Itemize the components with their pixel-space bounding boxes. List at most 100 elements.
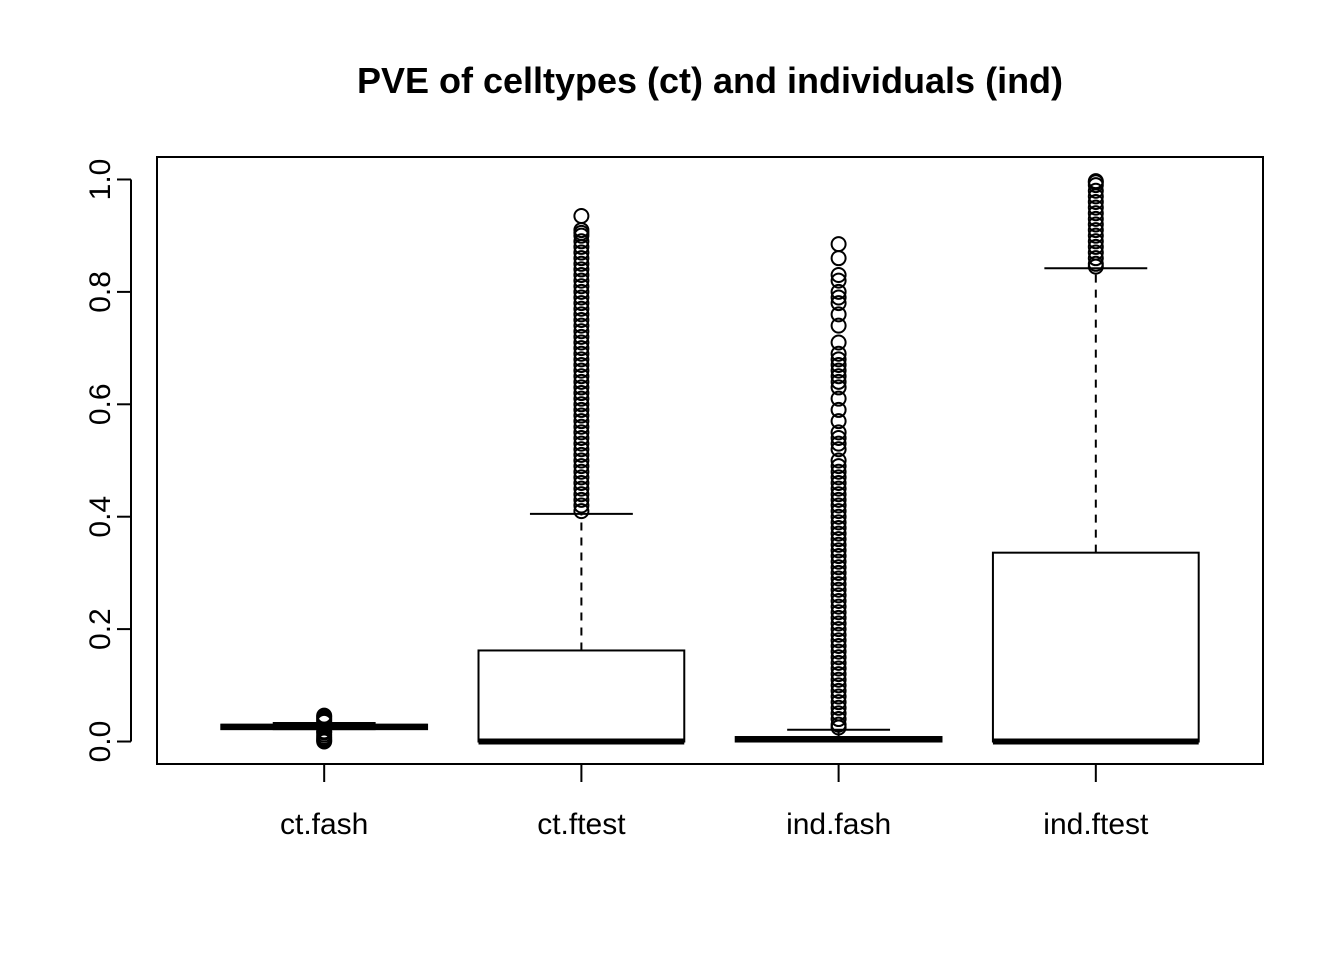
outlier-point	[830, 458, 847, 475]
outlier-point	[1087, 193, 1104, 210]
outlier-point	[573, 441, 590, 458]
outlier-point	[830, 593, 847, 610]
outlier-point	[830, 272, 847, 289]
outlier-point	[830, 649, 847, 666]
outlier-point	[573, 390, 590, 407]
outlier-point	[573, 401, 590, 418]
outlier-point	[830, 356, 847, 373]
outlier-point	[830, 362, 847, 379]
outlier-point	[573, 446, 590, 463]
outlier-point	[1087, 210, 1104, 227]
x-tick-label: ind.ftest	[1043, 808, 1149, 841]
outlier-point	[573, 424, 590, 441]
outlier-point	[830, 564, 847, 581]
outlier-point	[573, 340, 590, 357]
x-axis: ct.fash ct.ftest ind.fash ind.ftest	[280, 764, 1149, 841]
y-tick-label: 0.0	[84, 721, 117, 763]
outlier-point	[830, 267, 847, 284]
outlier-point	[830, 576, 847, 593]
outlier-point	[573, 356, 590, 373]
outlier-point	[830, 424, 847, 441]
outlier-point	[1087, 233, 1104, 250]
outlier-point	[573, 486, 590, 503]
outlier-point	[830, 317, 847, 334]
outlier-point	[573, 379, 590, 396]
outlier-point	[573, 272, 590, 289]
outlier-point	[830, 609, 847, 626]
outlier-point	[573, 250, 590, 267]
chart-title: PVE of celltypes (ct) and individuals (i…	[357, 60, 1063, 101]
outlier-point	[830, 441, 847, 458]
outlier-point	[573, 407, 590, 424]
outlier-point	[830, 435, 847, 452]
outlier-point	[830, 699, 847, 716]
outlier-point	[573, 295, 590, 312]
outlier-point	[573, 328, 590, 345]
plot-frame	[156, 156, 1264, 765]
outlier-point	[573, 413, 590, 430]
y-tick-label: 1.0	[84, 159, 117, 201]
outlier-point	[1087, 222, 1104, 239]
outlier-point	[573, 368, 590, 385]
x-tick-label: ind.fash	[786, 808, 891, 841]
outlier-point	[573, 278, 590, 295]
outlier-point	[573, 497, 590, 514]
outlier-point	[573, 396, 590, 413]
outlier-point	[573, 283, 590, 300]
outlier-point	[830, 390, 847, 407]
y-tick-label: 0.2	[84, 608, 117, 650]
outlier-point	[830, 660, 847, 677]
outlier-point	[830, 632, 847, 649]
y-axis: 0.0 0.2 0.4 0.6 0.8 1.0	[84, 159, 132, 763]
outlier-point	[830, 491, 847, 508]
iqr-box	[477, 649, 686, 743]
outlier-point	[830, 626, 847, 643]
outlier-point	[830, 604, 847, 621]
outlier-point	[830, 368, 847, 385]
outlier-point	[1087, 205, 1104, 222]
outlier-point	[573, 435, 590, 452]
outlier-point	[830, 334, 847, 351]
outlier-point	[573, 311, 590, 328]
box-ind.fash	[734, 236, 943, 743]
outlier-point	[573, 463, 590, 480]
outlier-point	[830, 345, 847, 362]
outlier-point	[573, 469, 590, 486]
outlier-point	[830, 548, 847, 565]
outlier-point	[830, 654, 847, 671]
x-tick-label: ct.ftest	[537, 808, 626, 841]
outlier-point	[573, 208, 590, 225]
outlier-point	[830, 463, 847, 480]
outlier-point	[573, 362, 590, 379]
outlier-point	[573, 480, 590, 497]
outlier-point	[830, 401, 847, 418]
outlier-point	[830, 682, 847, 699]
outlier-point	[830, 480, 847, 497]
outlier-point	[830, 615, 847, 632]
outlier-point	[830, 716, 847, 733]
outlier-point	[830, 497, 847, 514]
outlier-point	[830, 531, 847, 548]
outlier-point	[830, 711, 847, 728]
outlier-point	[830, 236, 847, 253]
outlier-point	[830, 570, 847, 587]
outlier-point	[830, 295, 847, 312]
outlier-point	[830, 621, 847, 638]
outlier-point	[830, 430, 847, 447]
boxes-layer	[220, 173, 1200, 750]
outlier-point	[573, 491, 590, 508]
outlier-point	[573, 244, 590, 261]
outlier-point	[573, 255, 590, 272]
outlier-point	[830, 553, 847, 570]
outlier-point	[1087, 227, 1104, 244]
box-ct.fash	[220, 707, 429, 750]
outlier-point	[1087, 244, 1104, 261]
outlier-point	[573, 317, 590, 334]
outlier-point	[830, 525, 847, 542]
outlier-point	[573, 289, 590, 306]
outlier-point	[573, 430, 590, 447]
outlier-point	[1087, 173, 1104, 190]
iqr-box	[991, 551, 1200, 743]
outlier-point	[830, 373, 847, 390]
outlier-point	[573, 458, 590, 475]
